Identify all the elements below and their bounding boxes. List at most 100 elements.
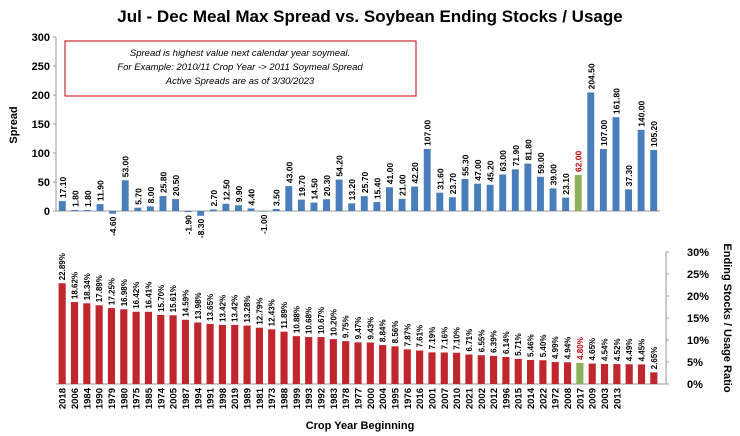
- ratio-data-label: 6.71%: [465, 329, 474, 352]
- spread-bar: [121, 180, 129, 211]
- x-tick-label: 1995: [390, 387, 401, 409]
- ratio-bar: [342, 341, 350, 384]
- spread-bar: [247, 208, 255, 211]
- x-tick-label: 1989: [243, 388, 254, 409]
- spread-data-label: 15.40: [372, 178, 382, 200]
- ratio-y-tick-label: 25%: [687, 269, 709, 281]
- ratio-data-label: 6.55%: [477, 329, 486, 352]
- ratio-data-label: 16.42%: [132, 282, 141, 309]
- ratio-axis-label: Ending Stocks / Usage Ratio: [721, 243, 733, 392]
- ratio-data-label: 4.45%: [638, 339, 647, 362]
- ratio-bar: [83, 303, 91, 384]
- ratio-data-label: 8.56%: [391, 321, 400, 344]
- x-tick-label: 1983: [329, 388, 340, 409]
- x-tick-label: 1974: [156, 387, 167, 409]
- ratio-data-label: 5.46%: [527, 334, 536, 357]
- spread-y-tick-label: 50: [38, 177, 50, 189]
- spread-data-label: 14.50: [309, 178, 319, 200]
- annotation-line: Spread is highest value next calendar ye…: [130, 48, 350, 59]
- ratio-bar: [514, 358, 522, 384]
- spread-data-label: 21.00: [398, 174, 408, 196]
- spread-bar: [209, 209, 217, 211]
- x-tick-label: 2006: [70, 388, 81, 409]
- spread-bar: [159, 196, 167, 211]
- ratio-bar: [539, 360, 547, 384]
- spread-bar: [474, 183, 482, 211]
- ratio-bar: [144, 311, 153, 384]
- x-tick-label: 2001: [427, 387, 438, 409]
- spread-data-label: 47.00: [473, 159, 483, 181]
- spread-bar: [536, 176, 544, 211]
- ratio-panel: 0%5%10%15%20%25%30%22.89%18.62% 18.34% 17.…: [56, 247, 709, 391]
- ratio-bar: [526, 359, 535, 384]
- spread-bar: [448, 197, 456, 211]
- spread-bar: [650, 149, 658, 211]
- x-tick-label: 1994: [193, 387, 204, 409]
- spread-data-label: -4.60: [108, 216, 118, 236]
- ratio-data-label: 4.99%: [551, 336, 560, 359]
- spread-data-label: 37.30: [624, 165, 634, 187]
- ratio-data-label: 14.59%: [181, 290, 190, 317]
- ratio-bar: [563, 362, 572, 384]
- spread-bar: [310, 202, 318, 211]
- ratio-data-label: 18.62%: [70, 272, 79, 299]
- spread-bar: [574, 175, 582, 211]
- spread-bar: [499, 174, 507, 211]
- ratio-data-label: 4.65%: [588, 338, 597, 361]
- x-tick-label: 1972: [551, 388, 562, 409]
- spread-bar: [71, 209, 79, 211]
- ratio-data-label: 5.40%: [539, 335, 548, 358]
- annotation-line: Active Spreads are as of 3/30/2023: [165, 76, 315, 87]
- spread-data-label: 4.40: [247, 189, 257, 206]
- x-axis-title: Crop Year Beginning: [306, 420, 415, 432]
- ratio-data-label: 4.49%: [625, 339, 634, 362]
- ratio-data-label: 7.10%: [453, 327, 462, 350]
- spread-bar: [272, 208, 280, 211]
- spread-bar: [348, 203, 356, 211]
- x-tick-label: 2002: [477, 388, 488, 409]
- ratio-data-label: 12.79%: [255, 298, 264, 325]
- spread-data-label: 105.20: [649, 121, 659, 147]
- x-tick-label: 2022: [538, 388, 549, 409]
- ratio-data-label: 2.65%: [650, 347, 659, 370]
- spread-bar: [511, 169, 519, 211]
- x-tick-label: 1981: [255, 387, 266, 409]
- x-axis-labels: 2018 2006 1984 1990 1979 1980 1975 1985 1974 2005…: [58, 387, 624, 409]
- annotation-box: Spread is highest value next calendar ye…: [64, 40, 417, 97]
- spread-data-label: 20.30: [322, 175, 332, 197]
- ratio-bar: [428, 352, 436, 384]
- ratio-bar: [329, 339, 337, 384]
- spread-bar: [549, 188, 557, 211]
- ratio-y-tick-label: 30%: [687, 247, 709, 259]
- ratio-bar: [600, 364, 609, 384]
- ratio-bar: [107, 308, 116, 384]
- x-tick-label: 1988: [280, 388, 291, 409]
- spread-bar: [197, 211, 205, 216]
- ratio-bar: [613, 364, 621, 384]
- ratio-bar: [243, 325, 251, 384]
- ratio-data-label: 8.84%: [379, 319, 388, 342]
- x-tick-label: 1990: [95, 388, 106, 409]
- spread-data-label: 54.20: [335, 155, 345, 177]
- x-tick-label: 1991: [206, 387, 217, 409]
- spread-data-label: 55.30: [460, 154, 470, 176]
- ratio-bar: [280, 331, 288, 384]
- annotation-line: For Example: 2010/11 Crop Year -> 2011 S…: [117, 62, 363, 73]
- spread-bar: [423, 148, 431, 211]
- x-tick-label: 2012: [489, 388, 500, 409]
- ratio-y-tick-label: 15%: [687, 313, 709, 325]
- spread-data-label: 39.00: [549, 164, 559, 186]
- spread-data-label: 107.00: [423, 120, 433, 146]
- x-tick-label: 1999: [292, 388, 303, 409]
- x-tick-label: 2013: [612, 388, 623, 409]
- spread-data-label: 3.50: [272, 189, 282, 206]
- ratio-bar: [440, 352, 448, 384]
- spread-bar: [398, 198, 406, 211]
- ratio-bar: [169, 315, 177, 384]
- ratio-data-label: 10.68%: [305, 307, 314, 334]
- ratio-data-label: 10.67%: [317, 307, 326, 334]
- spread-data-label: 5.70: [133, 188, 143, 205]
- spread-bar: [373, 202, 381, 211]
